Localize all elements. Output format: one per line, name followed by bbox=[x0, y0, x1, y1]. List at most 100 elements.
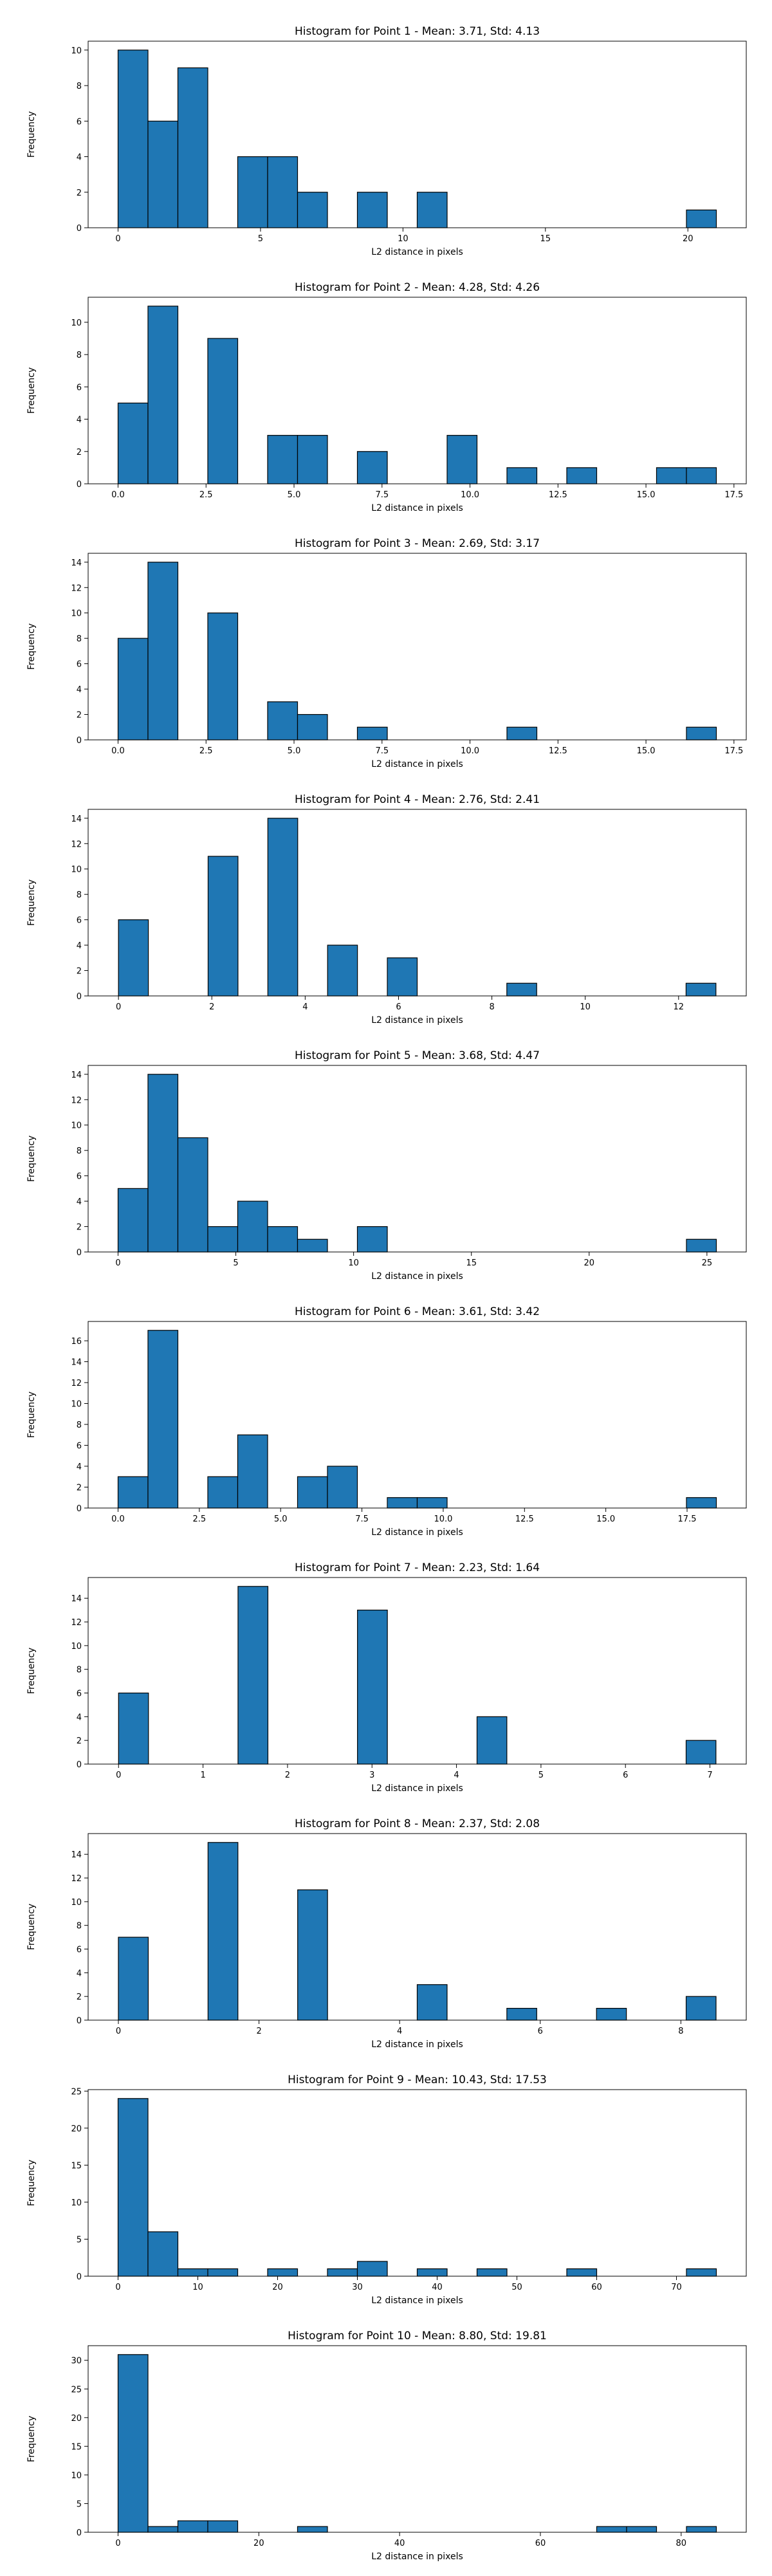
y-tick-label-7-1: 0 bbox=[77, 1760, 82, 1770]
histogram-bar-8-7 bbox=[297, 1889, 328, 2021]
histogram-panel-6: Histogram for Point 6 - Mean: 3.61, Std:… bbox=[26, 1305, 747, 1538]
chart-title-6: Histogram for Point 6 - Mean: 3.61, Std:… bbox=[295, 1305, 540, 1318]
y-tick-label-8-8: 14 bbox=[71, 1850, 82, 1860]
x-axis-label-2: L2 distance in pixels bbox=[371, 503, 463, 513]
y-tick-label-5-7: 12 bbox=[71, 1096, 82, 1105]
y-tick-label-1-5: 8 bbox=[77, 82, 82, 91]
y-tick-label-6-3: 4 bbox=[77, 1462, 82, 1472]
y-tick-label-5-2: 2 bbox=[77, 1223, 82, 1233]
histogram-bar-9-4 bbox=[207, 2268, 239, 2277]
histogram-bar-1-6 bbox=[267, 156, 299, 228]
histogram-bar-8-17 bbox=[596, 2007, 627, 2021]
y-tick-label-3-8: 14 bbox=[71, 558, 82, 568]
y-tick-label-1-4: 6 bbox=[77, 117, 82, 127]
x-tick-label-6-4: 7.5 bbox=[355, 1514, 369, 1524]
x-tick-label-7-1: 0 bbox=[116, 1771, 121, 1780]
x-tick-label-6-5: 10.0 bbox=[434, 1514, 452, 1524]
y-tick-label-6-1: 0 bbox=[77, 1504, 82, 1514]
histogram-bar-5-4 bbox=[207, 1226, 239, 1253]
y-tick-label-6-9: 16 bbox=[71, 1337, 82, 1347]
histogram-bar-2-20 bbox=[686, 467, 717, 484]
y-tick-label-2-6: 10 bbox=[71, 318, 82, 328]
x-tick-label-3-2: 2.5 bbox=[199, 746, 213, 756]
histogram-bar-2-12 bbox=[446, 435, 478, 484]
y-axis-label-8: Frequency bbox=[26, 1904, 37, 1950]
histogram-panel-2: Histogram for Point 2 - Mean: 4.28, Std:… bbox=[26, 281, 747, 513]
y-tick-label-3-7: 12 bbox=[71, 584, 82, 593]
histogram-bar-10-1 bbox=[117, 2354, 149, 2533]
histogram-bar-7-1 bbox=[118, 1692, 149, 1765]
x-tick-label-9-4: 30 bbox=[352, 2283, 363, 2292]
histogram-bar-10-18 bbox=[626, 2526, 657, 2533]
y-tick-label-5-3: 4 bbox=[77, 1197, 82, 1207]
y-tick-label-10-4: 15 bbox=[71, 2442, 82, 2452]
x-tick-label-5-2: 5 bbox=[233, 1258, 238, 1268]
x-tick-label-9-2: 10 bbox=[192, 2283, 203, 2292]
y-axis-label-3: Frequency bbox=[26, 623, 37, 670]
x-tick-label-5-6: 25 bbox=[702, 1258, 713, 1268]
x-axis-label-4: L2 distance in pixels bbox=[371, 1015, 463, 1026]
x-tick-label-9-3: 20 bbox=[272, 2283, 283, 2292]
histogram-bar-1-3 bbox=[177, 67, 208, 228]
histogram-bar-3-4 bbox=[207, 612, 239, 741]
histogram-bar-9-20 bbox=[686, 2268, 717, 2277]
histogram-bar-3-1 bbox=[117, 638, 149, 741]
chart-title-10: Histogram for Point 10 - Mean: 8.80, Std… bbox=[288, 2330, 547, 2342]
axes-frame-9 bbox=[87, 2089, 747, 2277]
y-tick-label-8-3: 4 bbox=[77, 1969, 82, 1978]
x-tick-label-3-5: 10.0 bbox=[461, 746, 479, 756]
y-tick-label-1-1: 0 bbox=[77, 224, 82, 234]
histogram-panel-4: Histogram for Point 4 - Mean: 2.76, Std:… bbox=[26, 793, 747, 1026]
histogram-bar-3-6 bbox=[267, 701, 299, 741]
y-tick-label-4-1: 0 bbox=[77, 992, 82, 1002]
x-tick-label-9-6: 50 bbox=[511, 2283, 522, 2292]
x-tick-label-6-3: 5.0 bbox=[274, 1514, 288, 1524]
histogram-bar-8-20 bbox=[685, 1996, 717, 2021]
x-tick-label-2-1: 0.0 bbox=[111, 490, 125, 500]
axes-frame-8 bbox=[87, 1833, 747, 2021]
histogram-bar-6-20 bbox=[686, 1497, 717, 1509]
x-tick-label-4-1: 0 bbox=[116, 1002, 121, 1012]
histogram-bar-8-14 bbox=[506, 2007, 537, 2021]
x-tick-label-9-8: 70 bbox=[671, 2283, 682, 2292]
chart-title-2: Histogram for Point 2 - Mean: 4.28, Std:… bbox=[295, 281, 540, 294]
histogram-bar-4-6 bbox=[267, 818, 299, 997]
x-tick-label-3-7: 15.0 bbox=[637, 746, 656, 756]
y-tick-label-5-6: 10 bbox=[71, 1121, 82, 1131]
x-tick-label-3-4: 7.5 bbox=[375, 746, 389, 756]
x-tick-label-2-3: 5.0 bbox=[288, 490, 301, 500]
y-tick-label-9-6: 25 bbox=[71, 2087, 82, 2097]
y-axis-label-9: Frequency bbox=[26, 2160, 37, 2206]
histogram-bar-10-4 bbox=[207, 2520, 239, 2533]
y-tick-label-7-8: 14 bbox=[71, 1594, 82, 1604]
histogram-bar-9-8 bbox=[327, 2268, 358, 2277]
y-tick-label-5-4: 6 bbox=[77, 1172, 82, 1182]
x-tick-label-6-6: 12.5 bbox=[515, 1514, 534, 1524]
y-axis-label-2: Frequency bbox=[26, 367, 37, 414]
x-tick-label-1-1: 0 bbox=[115, 234, 120, 244]
histogram-bar-4-4 bbox=[207, 856, 239, 997]
histogram-bar-2-2 bbox=[147, 306, 179, 484]
y-tick-label-10-6: 25 bbox=[71, 2385, 82, 2395]
y-tick-label-6-2: 2 bbox=[77, 1484, 82, 1493]
histogram-bar-9-11 bbox=[416, 2268, 448, 2277]
y-tick-label-1-6: 10 bbox=[71, 46, 82, 56]
x-tick-label-3-6: 12.5 bbox=[549, 746, 567, 756]
x-tick-label-4-2: 2 bbox=[209, 1002, 214, 1012]
histogram-bar-10-20 bbox=[686, 2526, 717, 2533]
x-axis-label-8: L2 distance in pixels bbox=[371, 2039, 463, 2050]
histogram-bar-8-1 bbox=[118, 1937, 149, 2021]
y-tick-label-10-3: 10 bbox=[71, 2471, 82, 2481]
x-tick-label-2-6: 12.5 bbox=[549, 490, 567, 500]
x-tick-label-9-5: 40 bbox=[432, 2283, 443, 2292]
x-axis-label-3: L2 distance in pixels bbox=[371, 759, 463, 769]
histogram-bar-2-9 bbox=[356, 451, 388, 484]
x-tick-label-7-8: 7 bbox=[707, 1771, 712, 1780]
chart-title-5: Histogram for Point 5 - Mean: 3.68, Std:… bbox=[295, 1049, 540, 1062]
y-tick-label-3-6: 10 bbox=[71, 609, 82, 619]
y-tick-label-8-4: 6 bbox=[77, 1946, 82, 1955]
histogram-bar-2-4 bbox=[207, 338, 239, 484]
x-tick-label-10-4: 60 bbox=[535, 2539, 546, 2548]
x-tick-label-5-3: 10 bbox=[348, 1258, 359, 1268]
x-tick-label-2-7: 15.0 bbox=[637, 490, 656, 500]
